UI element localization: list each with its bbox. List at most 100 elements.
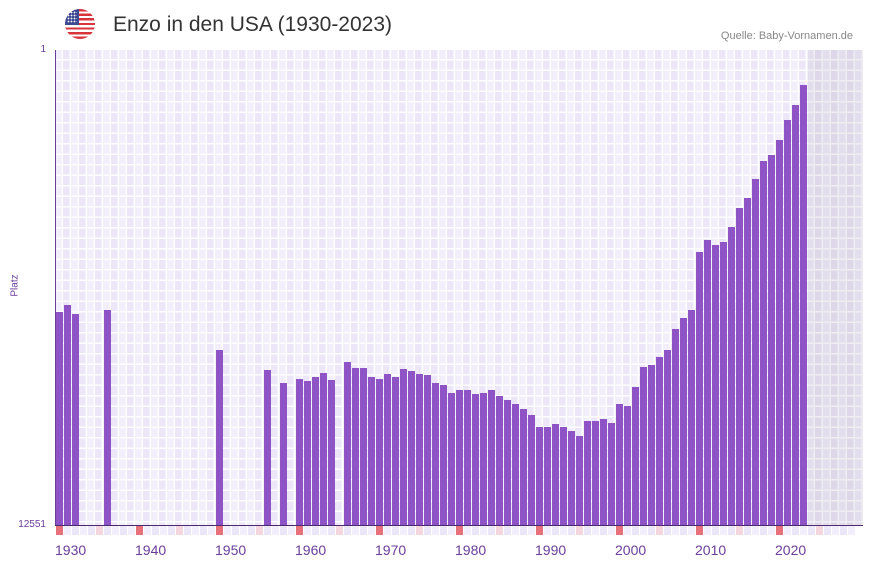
- bar-2012[interactable]: [712, 244, 719, 525]
- bar-2008[interactable]: [680, 317, 687, 525]
- bar-2009[interactable]: [688, 309, 695, 525]
- bar-2021[interactable]: [784, 119, 791, 525]
- bar-1963[interactable]: [320, 372, 327, 525]
- bar-1981[interactable]: [464, 390, 471, 525]
- bar-1980[interactable]: [456, 390, 463, 525]
- bar-1995[interactable]: [576, 435, 583, 525]
- bar-2015[interactable]: [736, 207, 743, 525]
- bar-2010[interactable]: [696, 251, 703, 525]
- decade-marker: [296, 526, 303, 535]
- half-decade-marker: [176, 526, 183, 535]
- bar-1970[interactable]: [376, 378, 383, 525]
- x-tick-2010: 2010: [695, 542, 727, 558]
- bar-1976[interactable]: [424, 374, 431, 525]
- year-strip-cell: [464, 526, 471, 535]
- bar-1960[interactable]: [296, 378, 303, 525]
- decade-marker: [456, 526, 463, 535]
- bar-2005[interactable]: [656, 356, 663, 525]
- bar-1936[interactable]: [104, 309, 111, 525]
- year-strip-cell: [632, 526, 639, 535]
- bar-1931[interactable]: [64, 305, 71, 525]
- bar-2002[interactable]: [632, 387, 639, 525]
- year-strip-cell: [184, 526, 191, 535]
- bar-2014[interactable]: [728, 227, 735, 525]
- bar-1964[interactable]: [328, 379, 335, 525]
- bar-1932[interactable]: [72, 314, 79, 525]
- bar-1969[interactable]: [368, 376, 375, 525]
- bar-2000[interactable]: [616, 403, 623, 525]
- bar-2017[interactable]: [752, 179, 759, 525]
- bar-1961[interactable]: [304, 380, 311, 525]
- x-axis-line: [55, 525, 863, 526]
- bar-2003[interactable]: [640, 366, 647, 525]
- future-years-shade: [808, 50, 863, 525]
- decade-marker: [696, 526, 703, 535]
- bar-1984[interactable]: [488, 390, 495, 525]
- bar-1974[interactable]: [408, 371, 415, 525]
- year-strip-cell: [400, 526, 407, 535]
- bar-1958[interactable]: [280, 382, 287, 525]
- bar-2004[interactable]: [648, 364, 655, 525]
- x-tick-1960: 1960: [295, 542, 327, 558]
- bar-1983[interactable]: [480, 392, 487, 525]
- year-strip-cell: [152, 526, 159, 535]
- bar-1971[interactable]: [384, 374, 391, 525]
- bar-1967[interactable]: [352, 367, 359, 525]
- year-strip-cell: [824, 526, 831, 535]
- bar-1994[interactable]: [568, 430, 575, 525]
- bar-2013[interactable]: [720, 241, 727, 525]
- bar-2011[interactable]: [704, 240, 711, 525]
- bar-1977[interactable]: [432, 382, 439, 525]
- year-strip-cell: [344, 526, 351, 535]
- bar-1988[interactable]: [520, 408, 527, 525]
- bar-1993[interactable]: [560, 426, 567, 525]
- year-strip-cell: [168, 526, 175, 535]
- bar-2007[interactable]: [672, 328, 679, 525]
- bar-1982[interactable]: [472, 393, 479, 525]
- year-strip-cell: [80, 526, 87, 535]
- bar-1990[interactable]: [536, 426, 543, 525]
- bar-1999[interactable]: [608, 422, 615, 525]
- bar-2019[interactable]: [768, 154, 775, 525]
- bar-1966[interactable]: [344, 361, 351, 525]
- bar-1972[interactable]: [392, 376, 399, 525]
- bar-1985[interactable]: [496, 395, 503, 525]
- year-strip-cell: [360, 526, 367, 535]
- bar-1998[interactable]: [600, 418, 607, 525]
- bar-1996[interactable]: [584, 420, 591, 525]
- bar-1979[interactable]: [448, 392, 455, 525]
- bar-1956[interactable]: [264, 369, 271, 525]
- bar-1930[interactable]: [56, 311, 63, 525]
- bar-1950[interactable]: [216, 350, 223, 525]
- year-strip-cell: [688, 526, 695, 535]
- bar-2016[interactable]: [744, 198, 751, 525]
- year-strip-cell: [160, 526, 167, 535]
- bar-2018[interactable]: [760, 160, 767, 525]
- year-strip-cell: [328, 526, 335, 535]
- bar-1978[interactable]: [440, 384, 447, 525]
- bar-1991[interactable]: [544, 426, 551, 525]
- bar-1992[interactable]: [552, 423, 559, 525]
- bar-1975[interactable]: [416, 374, 423, 525]
- bar-2006[interactable]: [664, 350, 671, 525]
- bar-2022[interactable]: [792, 105, 799, 525]
- year-strip-cell: [440, 526, 447, 535]
- bar-1989[interactable]: [528, 414, 535, 525]
- x-tick-2020: 2020: [775, 542, 807, 558]
- bar-1987[interactable]: [512, 403, 519, 525]
- bar-1962[interactable]: [312, 376, 319, 525]
- bar-1968[interactable]: [360, 367, 367, 525]
- year-strip-cell: [752, 526, 759, 535]
- bar-2020[interactable]: [776, 140, 783, 525]
- year-strip-cell: [504, 526, 511, 535]
- decade-marker: [376, 526, 383, 535]
- year-strip-cell: [128, 526, 135, 535]
- bar-2023[interactable]: [800, 84, 807, 525]
- bar-2001[interactable]: [624, 406, 631, 525]
- bar-1986[interactable]: [504, 399, 511, 525]
- source-link[interactable]: Quelle: Baby-Vornamen.de: [720, 30, 853, 42]
- year-strip-cell: [520, 526, 527, 535]
- bar-1997[interactable]: [592, 420, 599, 525]
- year-strip-cell: [728, 526, 735, 535]
- bar-1973[interactable]: [400, 368, 407, 525]
